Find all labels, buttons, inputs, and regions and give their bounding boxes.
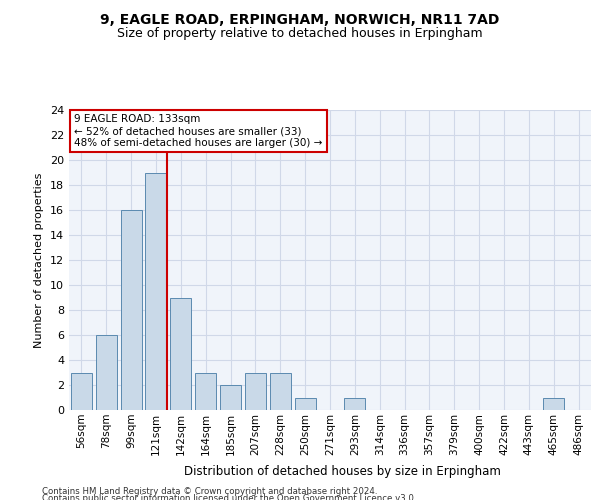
Bar bbox=[121, 210, 142, 410]
Bar bbox=[170, 298, 191, 410]
Text: Size of property relative to detached houses in Erpingham: Size of property relative to detached ho… bbox=[117, 28, 483, 40]
Bar bbox=[220, 385, 241, 410]
Bar bbox=[71, 372, 92, 410]
Text: 9, EAGLE ROAD, ERPINGHAM, NORWICH, NR11 7AD: 9, EAGLE ROAD, ERPINGHAM, NORWICH, NR11 … bbox=[100, 12, 500, 26]
Text: Contains public sector information licensed under the Open Government Licence v3: Contains public sector information licen… bbox=[42, 494, 416, 500]
Text: 9 EAGLE ROAD: 133sqm
← 52% of detached houses are smaller (33)
48% of semi-detac: 9 EAGLE ROAD: 133sqm ← 52% of detached h… bbox=[74, 114, 323, 148]
Bar bbox=[270, 372, 291, 410]
Text: Distribution of detached houses by size in Erpingham: Distribution of detached houses by size … bbox=[184, 464, 500, 477]
Y-axis label: Number of detached properties: Number of detached properties bbox=[34, 172, 44, 348]
Text: Contains HM Land Registry data © Crown copyright and database right 2024.: Contains HM Land Registry data © Crown c… bbox=[42, 488, 377, 496]
Bar bbox=[295, 398, 316, 410]
Bar bbox=[145, 172, 167, 410]
Bar bbox=[344, 398, 365, 410]
Bar bbox=[245, 372, 266, 410]
Bar bbox=[195, 372, 216, 410]
Bar bbox=[96, 335, 117, 410]
Bar bbox=[543, 398, 564, 410]
